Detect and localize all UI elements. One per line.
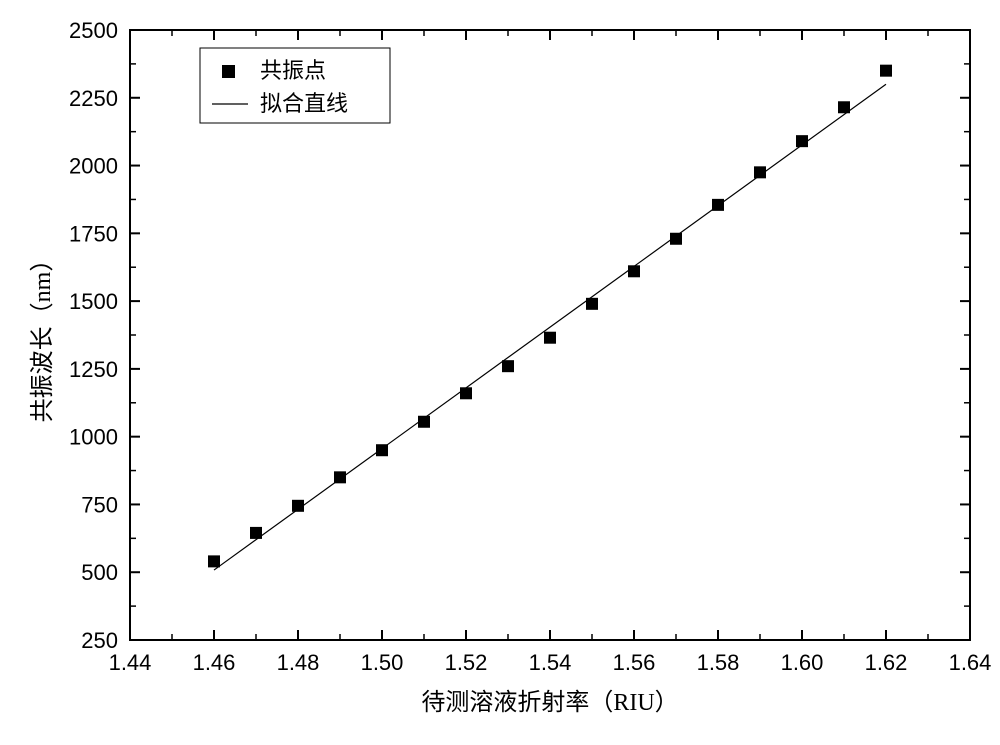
data-point [418,416,430,428]
y-tick-label: 2500 [69,18,118,43]
y-tick-label: 2250 [69,86,118,111]
data-point [712,199,724,211]
x-tick-label: 1.62 [865,650,908,675]
chart-svg: 1.44 1.46 1.48 1.50 1.52 1.54 1.56 1.58 1.60 1.62… [0,0,1000,745]
x-tick-label: 1.54 [529,650,572,675]
data-point [586,298,598,310]
data-point [250,527,262,539]
legend-label-points: 共振点 [260,58,326,83]
data-point [796,135,808,147]
y-tick-label: 500 [81,560,118,585]
y-tick-label: 1500 [69,289,118,314]
x-tick-label: 1.58 [697,650,740,675]
x-tick-label: 1.52 [445,650,488,675]
x-tick-label: 1.64 [949,650,992,675]
chart-container: 1.44 1.46 1.48 1.50 1.52 1.54 1.56 1.58 1.60 1.62… [0,0,1000,745]
data-point [376,444,388,456]
y-tick-label: 250 [81,628,118,653]
x-axis-label: 待测溶液折射率（RIU） [421,689,678,716]
legend-label-line: 拟合直线 [260,91,348,116]
data-point [292,500,304,512]
y-tick-label: 750 [81,492,118,517]
data-point [502,360,514,372]
x-tick-label: 1.50 [361,650,404,675]
data-point [334,471,346,483]
x-tick-label: 1.44 [109,650,152,675]
x-tick-label: 1.60 [781,650,824,675]
x-tick-label: 1.56 [613,650,656,675]
data-point [880,65,892,77]
y-tick-label: 1000 [69,425,118,450]
x-tick-label: 1.46 [193,650,236,675]
data-point [670,233,682,245]
y-tick-label: 1250 [69,357,118,382]
data-point [208,555,220,567]
data-point [754,166,766,178]
data-point [838,101,850,113]
x-tick-label: 1.48 [277,650,320,675]
data-point [460,387,472,399]
y-axis-label: 共振波长（nm） [29,248,56,423]
legend-marker-icon [222,65,235,78]
data-point [628,265,640,277]
y-tick-label: 1750 [69,221,118,246]
y-tick-label: 2000 [69,154,118,179]
data-point [544,332,556,344]
fit-line [214,84,886,570]
